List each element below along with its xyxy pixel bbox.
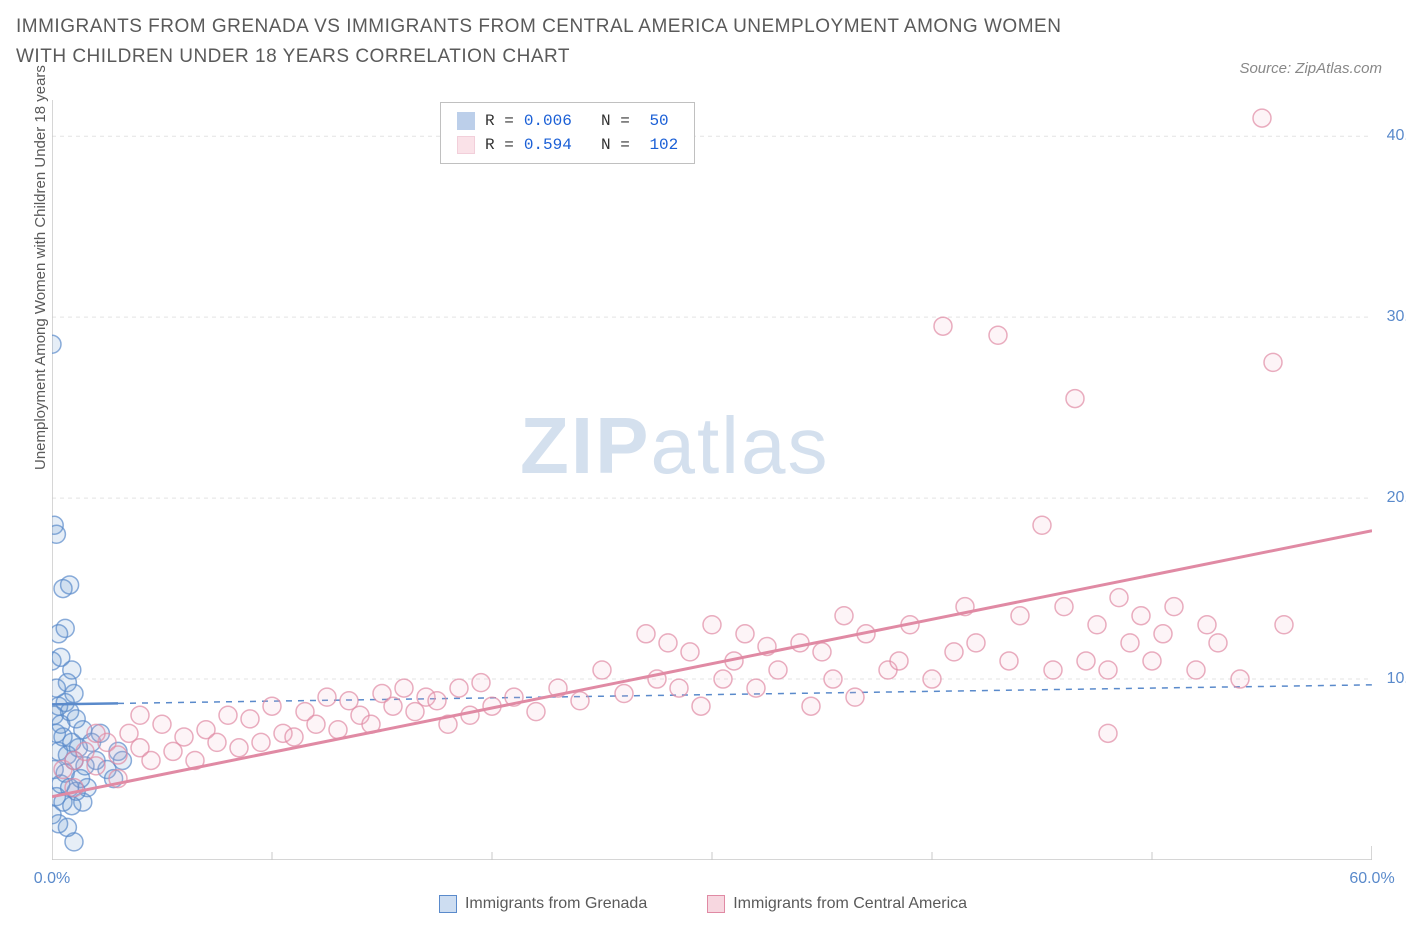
stats-row: R = 0.594 N = 102 bbox=[457, 133, 678, 157]
legend-swatch bbox=[707, 895, 725, 913]
legend-item: Immigrants from Grenada bbox=[439, 895, 647, 913]
series-swatch bbox=[457, 112, 475, 130]
r-label: R = bbox=[485, 133, 514, 157]
y-tick-label: 40.0% bbox=[1387, 127, 1406, 145]
y-axis-label: Unemployment Among Women with Children U… bbox=[32, 65, 49, 470]
legend-label: Immigrants from Central America bbox=[733, 895, 967, 913]
n-label: N = bbox=[582, 109, 630, 133]
r-value: 0.006 bbox=[524, 109, 572, 133]
y-tick-label: 10.0% bbox=[1387, 670, 1406, 688]
n-value: 102 bbox=[640, 133, 678, 157]
legend-swatch bbox=[439, 895, 457, 913]
correlation-stats-box: R = 0.006 N = 50 R = 0.594 N = 102 bbox=[440, 102, 695, 164]
y-tick-label: 30.0% bbox=[1387, 308, 1406, 326]
x-tick-label: 60.0% bbox=[1349, 870, 1394, 888]
x-tick-label: 0.0% bbox=[34, 870, 70, 888]
chart-title: IMMIGRANTS FROM GRENADA VS IMMIGRANTS FR… bbox=[16, 12, 1116, 73]
n-label: N = bbox=[582, 133, 630, 157]
stats-row: R = 0.006 N = 50 bbox=[457, 109, 678, 133]
source-citation: Source: ZipAtlas.com bbox=[1239, 60, 1382, 77]
r-label: R = bbox=[485, 109, 514, 133]
n-value: 50 bbox=[640, 109, 669, 133]
chart-area: Unemployment Among Women with Children U… bbox=[52, 100, 1372, 860]
legend-item: Immigrants from Central America bbox=[707, 895, 967, 913]
legend: Immigrants from Grenada Immigrants from C… bbox=[0, 895, 1406, 918]
legend-label: Immigrants from Grenada bbox=[465, 895, 647, 913]
y-tick-label: 20.0% bbox=[1387, 489, 1406, 507]
r-value: 0.594 bbox=[524, 133, 572, 157]
series-swatch bbox=[457, 136, 475, 154]
scatter-plot bbox=[52, 100, 1372, 860]
